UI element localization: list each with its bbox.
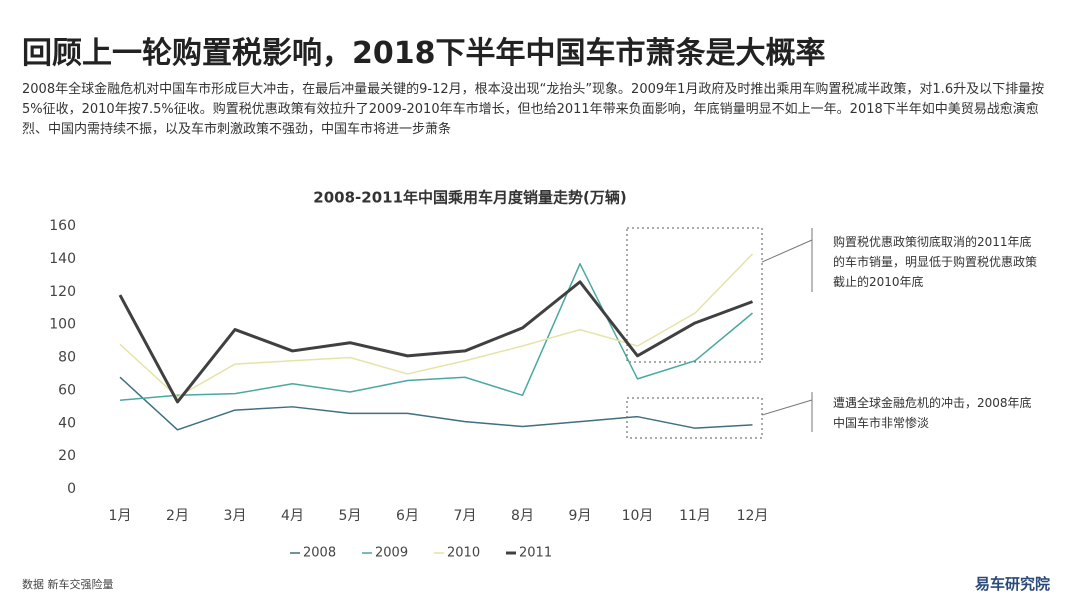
x-tick-label: 6月 bbox=[396, 508, 419, 524]
legend-label: 2008 bbox=[303, 546, 336, 561]
x-tick-label: 11月 bbox=[679, 508, 711, 524]
title: 回顾上一轮购置税影响，2018下半年中国车市萧条是大概率 bbox=[22, 36, 826, 71]
y-tick-label: 20 bbox=[58, 448, 76, 464]
chart-title: 2008-2011年中国乘用车月度销量走势(万辆) bbox=[313, 189, 626, 207]
x-tick-label: 7月 bbox=[454, 508, 477, 524]
y-tick-label: 0 bbox=[67, 481, 76, 497]
y-tick-label: 160 bbox=[49, 218, 76, 234]
y-tick-label: 120 bbox=[49, 284, 76, 300]
x-tick-label: 3月 bbox=[224, 508, 247, 524]
x-tick-label: 5月 bbox=[339, 508, 362, 524]
x-tick-label: 10月 bbox=[622, 508, 654, 524]
x-tick-label: 12月 bbox=[737, 508, 769, 524]
line bbox=[119, 376, 753, 431]
legend-label: 2010 bbox=[447, 546, 480, 561]
x-tick-label: 4月 bbox=[281, 508, 304, 524]
leader bbox=[761, 399, 813, 416]
annotation: 遭遇全球金融危机的冲击，2008年底中国车市非常惨淡 bbox=[833, 396, 1032, 430]
x-tick-label: 1月 bbox=[109, 508, 132, 524]
source: 数据 新车交强险量 bbox=[22, 578, 114, 591]
legend-label: 2011 bbox=[519, 546, 552, 561]
box bbox=[626, 227, 763, 363]
y-tick-label: 40 bbox=[58, 415, 76, 431]
x-tick-label: 2月 bbox=[166, 508, 189, 524]
logo: 易车研究院 bbox=[975, 575, 1051, 593]
legend-label: 2009 bbox=[375, 546, 408, 561]
line bbox=[119, 263, 753, 401]
x-tick-label: 8月 bbox=[511, 508, 534, 524]
intro: 2008年全球金融危机对中国车市形成巨大冲击，在最后冲量最关键的9-12月，根本… bbox=[22, 82, 1045, 137]
y-tick-label: 80 bbox=[58, 350, 76, 366]
leader bbox=[761, 239, 813, 263]
y-tick-label: 100 bbox=[49, 317, 76, 333]
y-tick-label: 60 bbox=[58, 382, 76, 398]
line bbox=[118, 280, 754, 404]
y-tick-label: 140 bbox=[49, 251, 76, 267]
x-tick-label: 9月 bbox=[569, 508, 592, 524]
annotation: 购置税优惠政策彻底取消的2011年底的车市销量，明显低于购置税优惠政策截止的20… bbox=[833, 235, 1038, 289]
line bbox=[119, 253, 754, 398]
